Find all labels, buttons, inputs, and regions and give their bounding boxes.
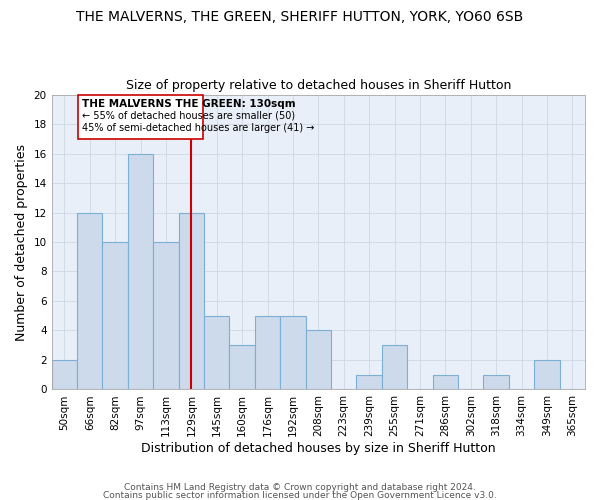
Bar <box>255 316 280 390</box>
Bar <box>382 345 407 390</box>
Bar <box>52 360 77 390</box>
Y-axis label: Number of detached properties: Number of detached properties <box>15 144 28 340</box>
Bar <box>280 316 305 390</box>
Bar <box>534 360 560 390</box>
Text: THE MALVERNS, THE GREEN, SHERIFF HUTTON, YORK, YO60 6SB: THE MALVERNS, THE GREEN, SHERIFF HUTTON,… <box>76 10 524 24</box>
Bar <box>356 374 382 390</box>
Bar <box>433 374 458 390</box>
Bar <box>179 212 204 390</box>
Text: Contains public sector information licensed under the Open Government Licence v3: Contains public sector information licen… <box>103 490 497 500</box>
Bar <box>128 154 153 390</box>
Title: Size of property relative to detached houses in Sheriff Hutton: Size of property relative to detached ho… <box>125 79 511 92</box>
Bar <box>77 212 103 390</box>
Bar <box>204 316 229 390</box>
Text: Contains HM Land Registry data © Crown copyright and database right 2024.: Contains HM Land Registry data © Crown c… <box>124 484 476 492</box>
FancyBboxPatch shape <box>79 96 203 139</box>
X-axis label: Distribution of detached houses by size in Sheriff Hutton: Distribution of detached houses by size … <box>141 442 496 455</box>
Bar <box>305 330 331 390</box>
Text: THE MALVERNS THE GREEN: 130sqm: THE MALVERNS THE GREEN: 130sqm <box>82 99 296 109</box>
Bar <box>229 345 255 390</box>
Bar <box>153 242 179 390</box>
Bar <box>103 242 128 390</box>
Bar <box>484 374 509 390</box>
Text: ← 55% of detached houses are smaller (50): ← 55% of detached houses are smaller (50… <box>82 111 295 121</box>
Text: 45% of semi-detached houses are larger (41) →: 45% of semi-detached houses are larger (… <box>82 122 314 132</box>
